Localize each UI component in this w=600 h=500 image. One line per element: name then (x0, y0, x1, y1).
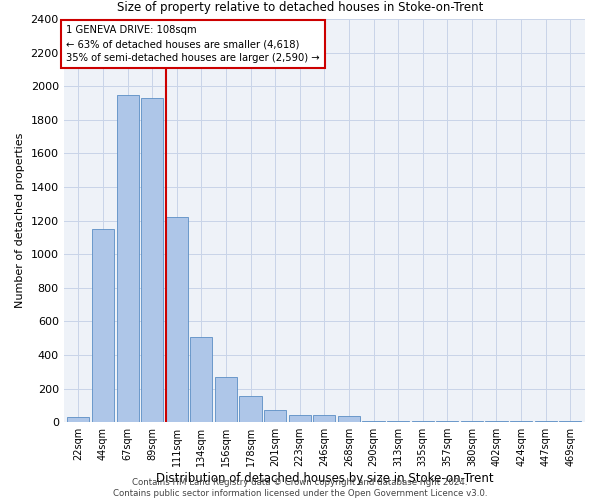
Bar (264, 410, 286, 422)
Bar (412, 420, 434, 422)
X-axis label: Distribution of detached houses by size in Stoke-on-Trent: Distribution of detached houses by size … (155, 472, 493, 485)
Bar (116, 94, 139, 422)
Bar (338, 416, 360, 422)
Text: 1 GENEVA DRIVE: 108sqm
← 63% of detached houses are smaller (4,618)
35% of semi-: 1 GENEVA DRIVE: 108sqm ← 63% of detached… (66, 25, 320, 63)
Text: Size of property relative to detached houses in Stoke-on-Trent: Size of property relative to detached ho… (117, 1, 483, 14)
Bar (141, 98, 163, 422)
Bar (387, 420, 409, 422)
Bar (313, 414, 335, 422)
Bar (67, 417, 89, 422)
Bar (190, 336, 212, 422)
Text: Contains HM Land Registry data © Crown copyright and database right 2024.
Contai: Contains HM Land Registry data © Crown c… (113, 478, 487, 498)
Bar (362, 420, 385, 422)
Bar (166, 217, 188, 422)
Bar (215, 377, 237, 422)
Bar (92, 229, 114, 422)
Bar (289, 414, 311, 422)
Y-axis label: Number of detached properties: Number of detached properties (15, 133, 25, 308)
Bar (239, 396, 262, 422)
